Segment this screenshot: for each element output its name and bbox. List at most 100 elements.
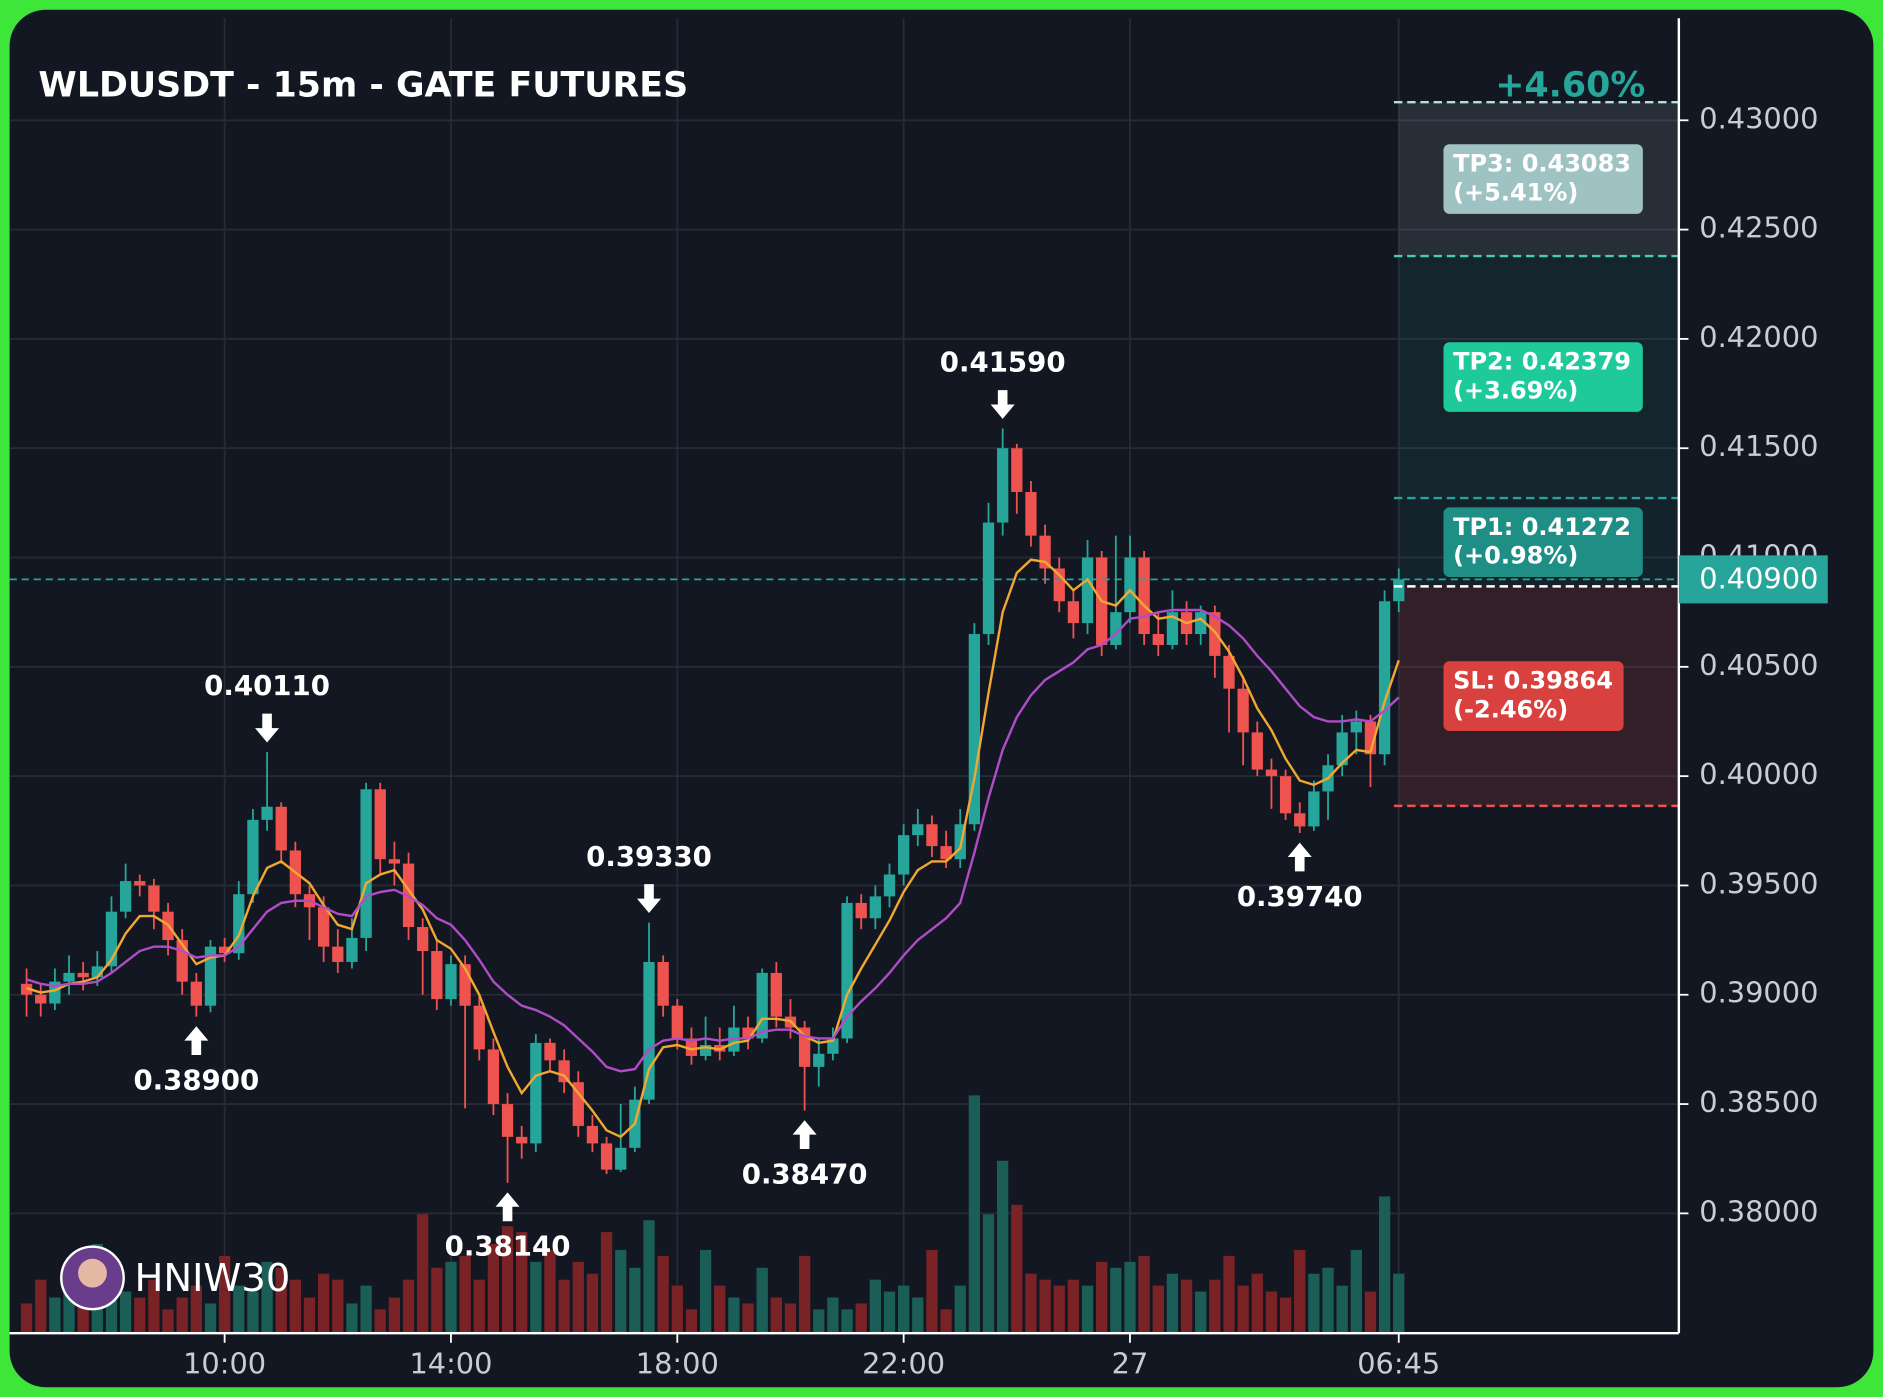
candle-body xyxy=(600,1143,613,1170)
volume-bar xyxy=(402,1279,415,1334)
y-tick-label: 0.41500 xyxy=(1699,429,1818,463)
volume-bar xyxy=(303,1297,316,1334)
candle-body xyxy=(997,448,1009,523)
volume-bar xyxy=(162,1309,174,1334)
candle-body xyxy=(360,789,372,938)
volume-bar xyxy=(1124,1261,1136,1334)
volume-bar xyxy=(1138,1255,1150,1334)
volume-bar xyxy=(148,1279,160,1334)
volume-bar xyxy=(1096,1261,1108,1334)
candle-body xyxy=(275,806,287,851)
volume-bar xyxy=(218,1255,231,1334)
volume-bar xyxy=(332,1279,344,1334)
level-label: TP1: 0.41272 xyxy=(1453,513,1631,541)
volume-bar xyxy=(318,1273,330,1334)
candle-body xyxy=(813,1053,825,1067)
candle-body xyxy=(1110,612,1122,645)
volume-bar xyxy=(685,1309,698,1334)
volume-bar xyxy=(869,1279,881,1334)
annotation-label: 0.40110 xyxy=(204,669,330,702)
volume-bar xyxy=(1378,1196,1391,1334)
volume-bar xyxy=(1209,1279,1221,1334)
candle-body xyxy=(798,1027,811,1067)
candle-body xyxy=(699,1045,712,1056)
chart-title: WLDUSDT - 15m - GATE FUTURES xyxy=(38,66,688,106)
x-tick-label: 10:00 xyxy=(183,1347,266,1381)
volume-bar xyxy=(1110,1267,1122,1334)
volume-bar xyxy=(431,1267,443,1334)
level-box xyxy=(1443,144,1643,214)
volume-bar xyxy=(473,1279,485,1334)
candle-body xyxy=(261,806,273,820)
plot: 10:00 14:00 18:00 22:00 27 06:45 0.38000 0.3850… xyxy=(9,18,1828,1381)
volume-bar xyxy=(176,1297,188,1334)
candle-body xyxy=(1166,612,1179,645)
volume-bar xyxy=(516,1232,528,1334)
annotation-arrow xyxy=(637,884,662,914)
volume-bar xyxy=(1166,1273,1179,1334)
annotation-arrow xyxy=(990,390,1015,419)
candle-body xyxy=(417,926,429,952)
candle-body xyxy=(105,911,118,967)
candle-body xyxy=(544,1042,556,1061)
volume-bar xyxy=(968,1095,981,1334)
candle-body xyxy=(204,946,217,1006)
volume-bar xyxy=(119,1291,132,1334)
price-tag-label: 0.40900 xyxy=(1699,562,1818,596)
volume-bar xyxy=(1053,1285,1065,1334)
candle-body xyxy=(77,972,89,978)
candle-body xyxy=(49,981,61,1004)
level-box xyxy=(1443,507,1643,578)
candle-body xyxy=(318,907,330,947)
candle-body xyxy=(487,1049,500,1105)
candle-body xyxy=(982,522,995,635)
volume-bar xyxy=(1251,1273,1263,1334)
annotation-label: 0.41590 xyxy=(940,346,1066,379)
volume-bar xyxy=(714,1285,726,1334)
volume-bar xyxy=(883,1291,896,1334)
candle-body xyxy=(530,1042,542,1144)
candle-body xyxy=(1378,601,1391,755)
moving-average xyxy=(26,558,1400,1139)
volume-bar xyxy=(247,1291,259,1334)
candle-body xyxy=(1039,535,1051,569)
candle-body xyxy=(190,981,202,1006)
level-change: (-2.46%) xyxy=(1453,696,1568,724)
candle-body xyxy=(1067,601,1080,624)
candle-body xyxy=(912,824,924,836)
volume-bar xyxy=(487,1244,500,1334)
candle-body xyxy=(35,994,47,1004)
candle-body xyxy=(1294,813,1306,827)
candle-body xyxy=(1209,612,1221,656)
y-tick-label: 0.38000 xyxy=(1699,1194,1818,1228)
volume-bar xyxy=(897,1285,910,1334)
candle-body xyxy=(1223,655,1235,689)
annotation-label: 0.38900 xyxy=(133,1063,259,1096)
volume-bar xyxy=(346,1303,358,1334)
candle-body xyxy=(586,1125,599,1144)
volume-bar xyxy=(728,1297,740,1334)
volume-bar xyxy=(586,1273,599,1334)
y-tick-label: 0.39500 xyxy=(1699,866,1818,900)
moving-average xyxy=(26,608,1400,1073)
volume-bar xyxy=(912,1297,924,1334)
candle-body xyxy=(558,1060,570,1083)
candle-body xyxy=(1152,634,1164,645)
candle-body xyxy=(926,824,938,847)
candle-body xyxy=(1251,732,1263,770)
candle-body xyxy=(643,961,655,1100)
volume-bar xyxy=(1350,1249,1362,1334)
volume-bar xyxy=(954,1285,966,1334)
volume-bar xyxy=(813,1309,825,1334)
volume-bar xyxy=(275,1267,287,1334)
candle-body xyxy=(473,1005,485,1050)
level-change: (+3.69%) xyxy=(1453,376,1578,404)
x-tick-label: 06:45 xyxy=(1357,1347,1440,1381)
candle-body xyxy=(883,874,896,897)
candle-body xyxy=(218,946,231,954)
volume-bar xyxy=(1011,1204,1023,1334)
volume-bar xyxy=(35,1279,47,1334)
volume-bar xyxy=(926,1249,938,1334)
volume-bar xyxy=(20,1303,33,1334)
